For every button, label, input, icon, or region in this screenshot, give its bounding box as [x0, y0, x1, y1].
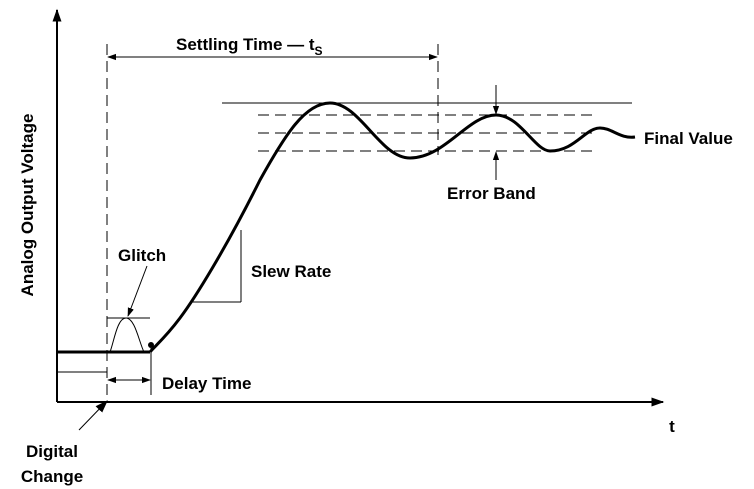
x-axis-label: t	[669, 417, 675, 436]
final-value-label: Final Value	[644, 129, 733, 148]
digital-change-arrow	[78, 400, 108, 431]
response-curve	[148, 101, 636, 353]
digital-change-label-line2: Change	[21, 467, 83, 486]
glitch-label: Glitch	[118, 246, 166, 265]
delay-time-label: Delay Time	[162, 374, 251, 393]
digital-change-label-line1: Digital	[26, 442, 78, 461]
settling-time-label: Settling Time — tS	[176, 35, 323, 58]
y-axis-label: Analog Output Voltage	[18, 114, 37, 297]
slew-rate-label: Slew Rate	[251, 262, 331, 281]
error-band-label: Error Band	[447, 184, 536, 203]
glitch-curve	[109, 317, 145, 353]
delay-end-dot	[148, 342, 154, 348]
glitch-arrow	[127, 265, 148, 317]
